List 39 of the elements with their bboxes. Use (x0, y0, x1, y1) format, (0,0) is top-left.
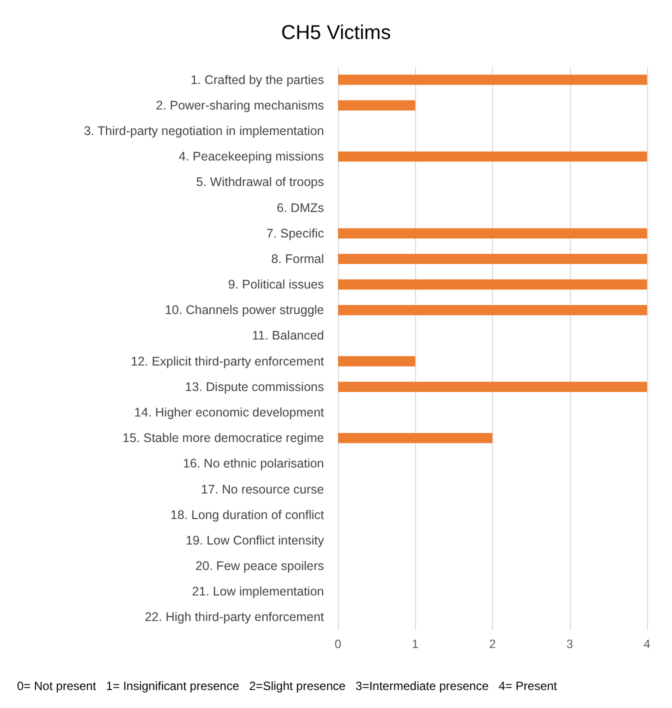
y-tick-label: 15. Stable more democratice regime (122, 431, 324, 446)
bar (338, 254, 647, 264)
bar (338, 151, 647, 162)
x-tick-label: 0 (334, 637, 342, 651)
y-tick-label: 21. Low implementation (192, 584, 324, 599)
y-tick-label: 18. Long duration of conflict (170, 508, 325, 522)
bar (338, 356, 416, 366)
bar (338, 304, 647, 316)
y-tick-label: 17. No resource curse (201, 482, 324, 496)
y-tick-label: 16. No ethnic polarisation (182, 456, 324, 471)
x-tick-label: 1 (412, 637, 419, 651)
y-tick-label: 19. Low Conflict intensity (186, 533, 325, 548)
text: 0= Not present 1= Insignificant presence 2=Slight presence 3=Intermediate presence 4= Present (17, 679, 558, 693)
y-tick-label: 22. High third-party enforcement (144, 610, 325, 624)
x-tick-label: 2 (489, 637, 496, 651)
y-tick-label: 13. Dispute commissions (185, 380, 324, 394)
bar (338, 382, 647, 392)
bar (338, 100, 416, 111)
y-tick-label: 11. Balanced (252, 328, 324, 343)
y-tick-label: 8. Formal (271, 252, 324, 266)
y-tick-label: 1. Crafted by the parties (190, 72, 324, 87)
bar (338, 74, 647, 85)
bar (338, 432, 492, 444)
bar (338, 228, 647, 238)
y-tick-label: 9. Political issues (228, 278, 324, 292)
y-tick-label: 7. Specific (266, 226, 324, 240)
y-tick-label: 20. Few peace spoilers (195, 559, 324, 574)
y-tick-label: 5. Withdrawal of troops (196, 175, 324, 190)
bar (338, 279, 647, 290)
y-tick-label: 14. Higher economic development (134, 405, 325, 420)
y-tick-label: 6. DMZs (276, 200, 324, 215)
chart-title: CH5 Victims (281, 22, 391, 44)
x-tick-label: 3 (566, 637, 574, 651)
y-tick-label: 12. Explicit third-party enforcement (130, 354, 325, 368)
y-tick-label: 4. Peacekeeping missions (178, 150, 324, 164)
y-tick-label: 3. Third-party negotiation in implementation (84, 124, 324, 138)
x-tick-label: 4 (644, 637, 651, 651)
y-tick-label: 10. Channels power struggle (164, 303, 324, 318)
y-tick-label: 2. Power-sharing mechanisms (156, 98, 324, 112)
